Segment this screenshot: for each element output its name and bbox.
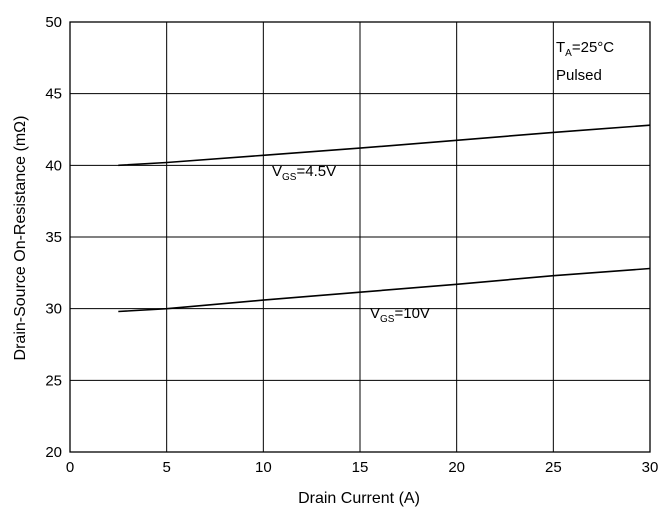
x-tick-label: 20 [448,459,465,476]
series-lines [118,124,651,313]
y-tick-label: 45 [45,86,62,103]
series-line [118,124,651,167]
plot-frame [69,21,651,453]
x-tick-label: 5 [162,459,170,476]
y-tick-label: 30 [45,301,62,318]
series-line [118,267,651,313]
y-tick-label: 35 [45,229,62,246]
series-label: VGS=4.5V [272,163,336,183]
pulsed-label: Pulsed [556,67,602,84]
grid [70,22,650,452]
y-tick-label: 25 [45,372,62,389]
x-tick-label: 30 [642,459,659,476]
series-labels: VGS=4.5V VGS=10V [272,163,430,325]
temperature-label: TA=25°C [556,39,614,59]
x-axis-title: Drain Current (A) [298,490,420,507]
y-tick-label: 40 [45,157,62,174]
series-label: VGS=10V [370,305,430,325]
y-tick-labels: 20 25 30 35 40 45 50 [45,14,62,461]
x-tick-labels: 0 5 10 15 20 25 30 [66,459,659,476]
x-tick-label: 10 [255,459,272,476]
condition-annotation: TA=25°C Pulsed [556,39,614,84]
y-axis-title: Drain-Source On-Resistance (mΩ) [12,116,29,361]
x-tick-label: 15 [352,459,369,476]
y-tick-label: 50 [45,14,62,31]
y-tick-label: 20 [45,444,62,461]
x-tick-label: 0 [66,459,74,476]
x-tick-label: 25 [545,459,562,476]
